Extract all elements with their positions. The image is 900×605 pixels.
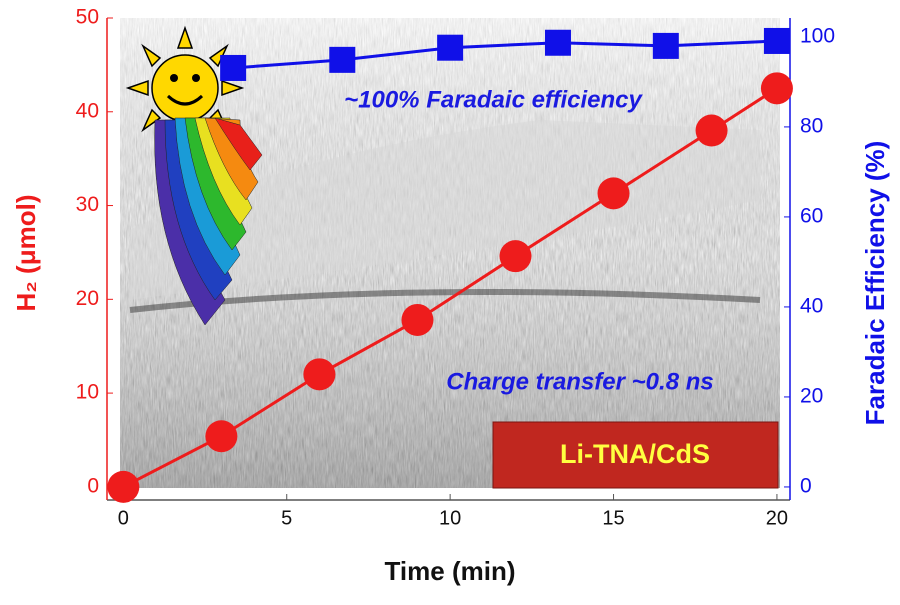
rainbow-arrow — [154, 117, 263, 326]
x-tick-label: 20 — [766, 507, 788, 529]
series-line — [122, 87, 778, 489]
annotation: ~100% Faradaic efficiency — [344, 86, 643, 113]
point — [597, 177, 630, 210]
point — [107, 470, 140, 503]
y-tick-label: 10 — [76, 381, 99, 404]
point — [652, 32, 679, 59]
point — [329, 46, 356, 73]
point — [303, 358, 336, 391]
y2-axis-label: Faradaic Efficiency (%) — [860, 141, 890, 426]
point — [760, 72, 793, 105]
x-axis-label: Time (min) — [385, 556, 516, 586]
label-box — [492, 421, 779, 489]
annotation: Charge transfer ~0.8 ns — [446, 368, 713, 395]
x-tick-label: 5 — [281, 507, 292, 529]
y2-tick-label: 0 — [800, 474, 812, 497]
point — [401, 303, 434, 336]
y-axis-label: H₂ (μmol) — [11, 195, 41, 312]
sem-background — [120, 18, 780, 488]
sample-label: Li-TNA/CdS — [560, 439, 710, 469]
y-tick-label: 50 — [76, 6, 99, 29]
point — [220, 54, 247, 81]
y2-tick-label: 40 — [800, 294, 823, 317]
x-tick-label: 15 — [602, 507, 624, 529]
y2-tick-label: 80 — [800, 114, 823, 137]
y-tick-label: 40 — [76, 99, 99, 122]
y2-tick-label: 20 — [800, 384, 823, 407]
point — [437, 34, 464, 61]
point — [763, 27, 790, 54]
y2-tick-label: 60 — [800, 204, 823, 227]
y2-tick-label: 100 — [800, 24, 835, 47]
point — [544, 29, 571, 56]
x-tick-label: 10 — [439, 507, 461, 529]
point — [695, 114, 728, 147]
y-tick-label: 0 — [87, 474, 99, 497]
x-tick-label: 0 — [118, 507, 129, 529]
point — [499, 240, 532, 273]
y-tick-label: 20 — [76, 287, 99, 310]
series-line — [233, 39, 777, 70]
y-tick-label: 30 — [76, 193, 99, 216]
point — [205, 420, 238, 453]
